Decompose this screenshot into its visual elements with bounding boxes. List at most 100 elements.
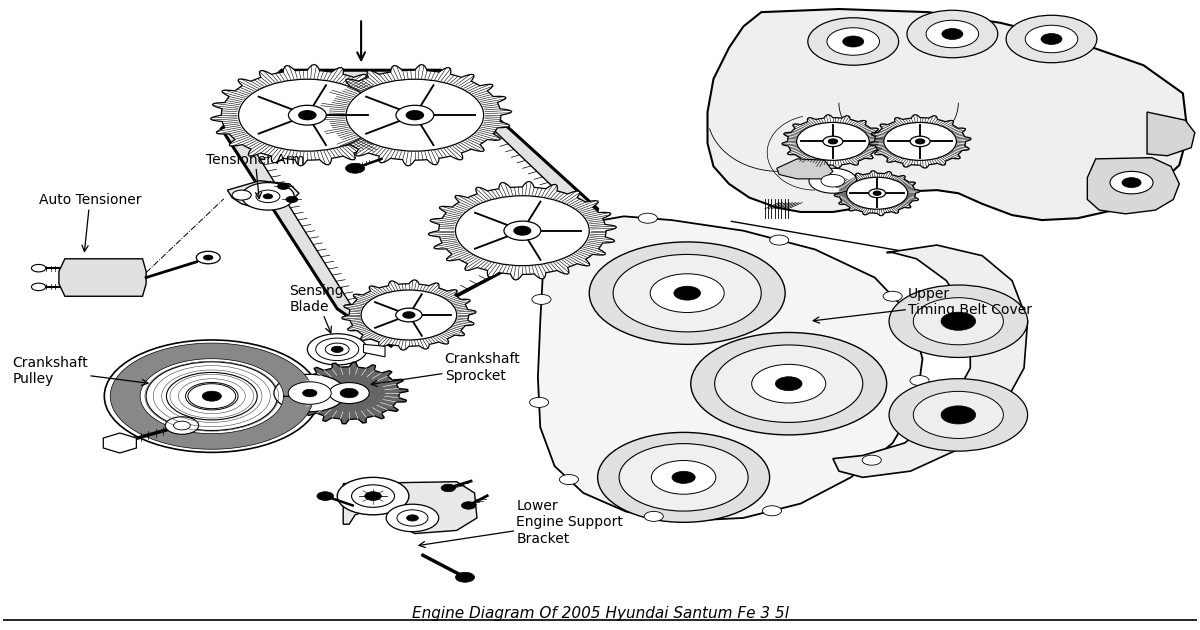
Circle shape [775,377,802,391]
Polygon shape [110,343,313,449]
Circle shape [913,391,1003,438]
Circle shape [263,194,272,199]
Circle shape [652,461,716,494]
Circle shape [889,285,1027,357]
Circle shape [397,510,428,526]
Circle shape [396,105,433,125]
Circle shape [277,183,289,190]
Circle shape [644,512,664,522]
Circle shape [346,163,365,173]
Polygon shape [869,115,971,168]
Circle shape [889,379,1027,451]
Circle shape [827,28,880,55]
Circle shape [442,484,456,492]
Polygon shape [210,64,404,166]
Polygon shape [538,216,923,521]
Circle shape [532,294,551,304]
Circle shape [325,343,349,355]
Circle shape [1025,25,1078,53]
Circle shape [809,168,857,193]
Circle shape [396,308,422,322]
Circle shape [203,391,221,401]
Circle shape [797,122,869,161]
Circle shape [846,177,907,209]
Circle shape [166,417,199,434]
Circle shape [916,139,925,144]
Circle shape [352,485,395,507]
Polygon shape [782,115,884,168]
Circle shape [122,350,301,443]
Polygon shape [364,345,385,357]
Polygon shape [318,64,511,166]
Circle shape [842,36,864,47]
Circle shape [232,190,251,200]
Circle shape [672,471,695,483]
Polygon shape [1147,112,1195,156]
Circle shape [504,221,541,240]
Polygon shape [227,181,299,209]
Text: Crankshaft
Sprocket: Crankshaft Sprocket [371,352,521,386]
Circle shape [1006,15,1097,63]
Circle shape [31,283,46,290]
Circle shape [883,122,956,161]
Text: Lower
Engine Support
Bracket: Lower Engine Support Bracket [419,499,623,547]
Text: Upper
Timing Belt Cover: Upper Timing Belt Cover [814,287,1032,323]
Circle shape [715,345,863,422]
Circle shape [674,286,701,300]
Circle shape [941,312,976,330]
Circle shape [821,175,845,187]
Circle shape [1122,178,1141,188]
Circle shape [558,226,577,236]
Circle shape [316,338,359,360]
Circle shape [174,421,191,430]
Circle shape [346,79,484,151]
Polygon shape [286,384,305,403]
Text: Crankshaft
Pulley: Crankshaft Pulley [12,355,148,386]
Text: Sensing
Blade: Sensing Blade [289,284,344,333]
Circle shape [910,136,930,147]
Circle shape [650,274,725,312]
Polygon shape [833,245,1027,478]
Circle shape [913,298,1003,345]
Circle shape [407,515,419,521]
Circle shape [910,375,929,386]
Circle shape [823,136,842,147]
Circle shape [874,192,881,195]
Text: Engine Diagram Of 2005 Hyundai Santum Fe 3 5l: Engine Diagram Of 2005 Hyundai Santum Fe… [412,605,788,621]
Circle shape [241,183,294,210]
Circle shape [329,382,370,404]
Polygon shape [776,159,833,179]
Circle shape [317,492,334,500]
Circle shape [769,235,788,245]
Circle shape [462,501,475,509]
Circle shape [883,291,902,301]
Circle shape [340,388,358,398]
Text: Tensioner Arm: Tensioner Arm [206,152,305,198]
Circle shape [762,506,781,516]
Polygon shape [59,259,146,296]
Circle shape [862,455,881,465]
Circle shape [204,255,212,260]
Circle shape [302,389,317,397]
Polygon shape [834,171,920,215]
Polygon shape [708,9,1188,220]
Circle shape [529,398,548,408]
Circle shape [869,189,886,198]
Polygon shape [428,181,617,280]
Polygon shape [221,70,598,347]
Circle shape [941,406,976,424]
Circle shape [197,251,220,264]
Circle shape [514,226,530,235]
Circle shape [299,111,316,120]
Circle shape [31,265,46,272]
Circle shape [331,346,343,352]
Circle shape [1110,171,1153,194]
Circle shape [307,334,367,365]
Circle shape [288,382,331,404]
Circle shape [559,474,578,484]
Circle shape [619,444,748,511]
Circle shape [828,139,838,144]
Circle shape [403,312,415,318]
Circle shape [638,213,658,223]
Circle shape [1040,33,1062,45]
